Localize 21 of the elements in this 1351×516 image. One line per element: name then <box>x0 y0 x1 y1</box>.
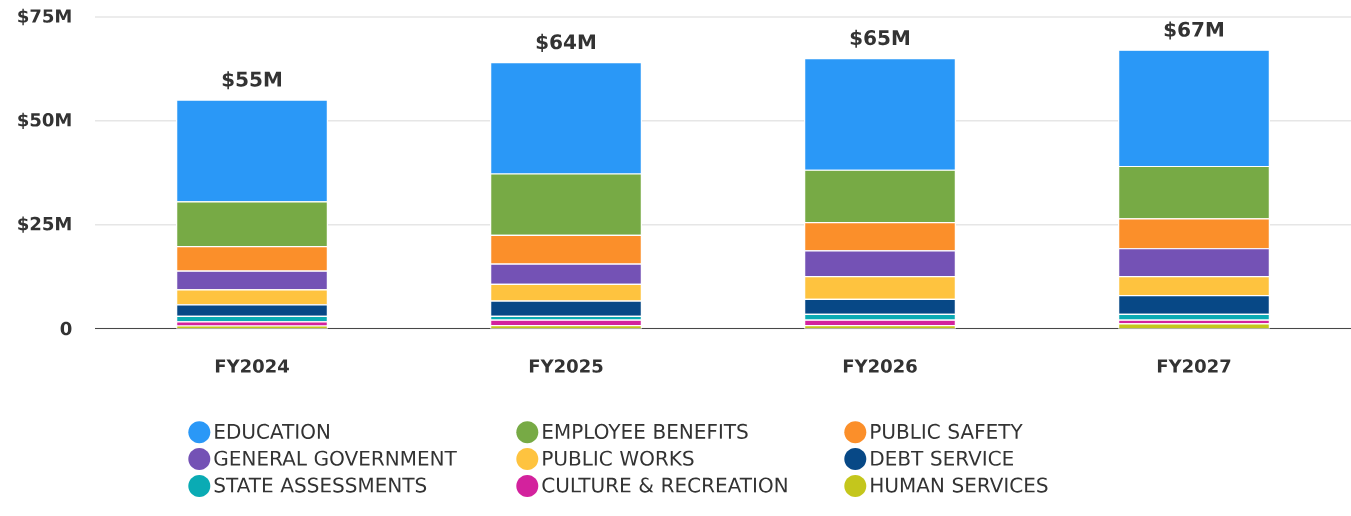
total-label: $67M <box>1164 21 1223 40</box>
y-tick-label: $75M <box>18 8 71 26</box>
total-label: $64M <box>536 33 595 52</box>
x-tick-label: FY2025 <box>529 359 603 373</box>
legend-label: PUBLIC WORKS <box>543 450 694 466</box>
legend-label: CULTURE & RECREATION <box>542 477 787 493</box>
legend-label: STATE ASSESSMENTS <box>214 477 427 493</box>
y-tick-label: $50M <box>18 112 71 129</box>
legend-label: EDUCATION <box>215 423 329 439</box>
legend-label: HUMAN SERVICES <box>871 477 1048 493</box>
legend-label: PUBLIC SAFETY <box>871 423 1023 439</box>
y-tick-label: 0 <box>60 321 72 336</box>
x-tick-label: FY2027 <box>1157 359 1231 373</box>
legend-label: EMPLOYEE BENEFITS <box>543 423 748 439</box>
total-label: $55M <box>222 71 281 90</box>
legend-label: GENERAL GOVERNMENT <box>214 450 457 466</box>
x-tick-label: FY2024 <box>215 359 289 373</box>
x-tick-label: FY2026 <box>843 359 917 373</box>
legend-label: DEBT SERVICE <box>871 450 1013 466</box>
y-tick-label: $25M <box>18 216 71 233</box>
total-label: $65M <box>850 29 909 48</box>
